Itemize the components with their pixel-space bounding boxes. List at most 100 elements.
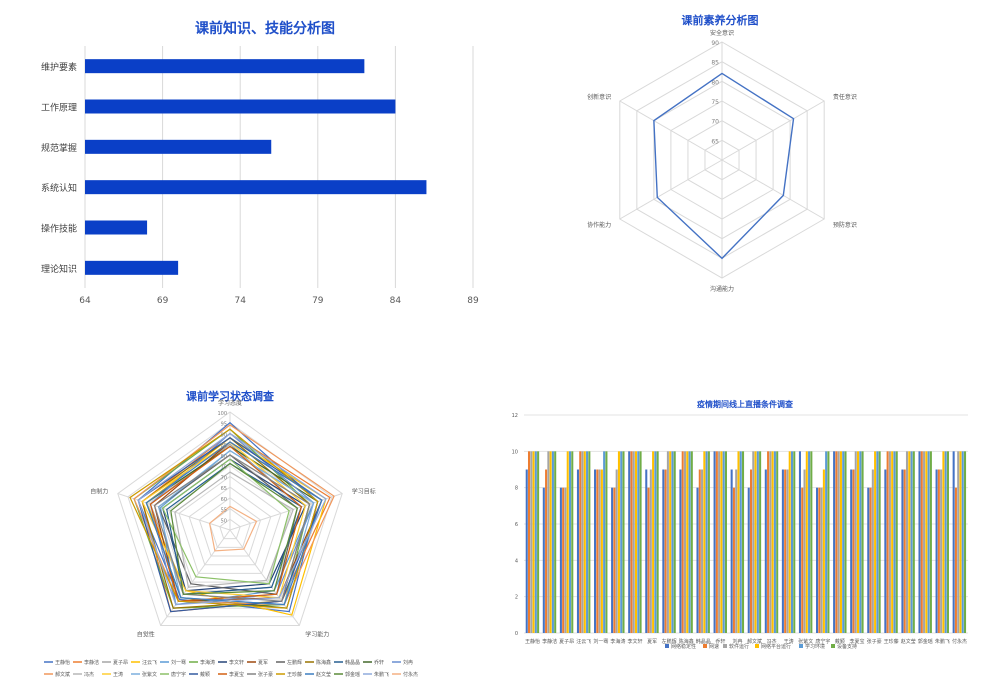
column-bar [790,451,794,633]
column-bar [686,451,689,633]
radial-tick-label: 65 [711,138,719,145]
column-bar [876,451,879,633]
category-label: 唐宁宇 [815,638,830,645]
column-bar [579,451,582,633]
y-tick-label: 6 [515,522,518,528]
column-bar [525,469,528,633]
column-bar [671,451,674,633]
column-bar [696,487,699,633]
column-bar [756,451,759,633]
column-bar [786,469,789,633]
category-label: 李海涛 [610,638,625,645]
column-bar [732,487,735,633]
radial-tick-label: 80 [221,454,227,460]
column-bar [771,451,774,633]
column-bar [737,451,740,633]
legend-swatch [831,644,835,648]
radial-tick-label: 100 [217,411,227,417]
series-line [153,454,311,602]
column-bar [886,451,889,633]
y-tick-label: 8 [515,486,518,492]
column-bar [940,469,943,633]
legend-label: 李静洁 [84,659,99,666]
y-tick-label: 2 [515,595,518,601]
column-bar [793,451,796,633]
radial-tick-label: 85 [711,60,719,67]
column-bar [615,469,618,633]
radial-tick-label: 95 [221,422,227,428]
column-bar [654,451,657,633]
column-bar [701,469,704,633]
column-bar [551,451,554,633]
legend-label: 张紫文 [142,671,157,678]
category-label: 维护要素 [41,61,77,73]
column-bar [613,487,616,633]
radial-tick-label: 50 [221,518,227,524]
legend-label: 刘冉 [403,659,413,666]
column-bar [564,487,567,633]
column-bar [720,451,723,633]
column-bar [912,451,915,633]
category-label: 冯杰 [767,638,777,645]
legend-label: 朱鹏飞 [374,671,389,678]
column-bar [698,469,701,633]
legend-label: 郝文斌 [55,671,70,678]
column-bar [776,451,779,633]
column-bar [645,469,648,633]
radar-gridline [198,497,262,557]
column-bar [903,469,906,633]
legend-label: 刘一骞 [171,659,186,666]
column-bar [788,451,791,633]
column-bar [649,469,652,633]
column-bar [530,451,533,633]
column-bar [961,451,964,633]
bar [85,260,179,275]
column-bar [652,451,655,633]
axis-label: 预防意识 [833,221,857,229]
column-bar [576,469,579,633]
legend-label: 网络稳定性 [671,643,696,650]
axis-label: 学习目标 [352,487,376,495]
column-bar [739,451,742,633]
radar-gridline [127,422,333,618]
legend-label: 夏子昂 [113,659,128,666]
radar-spoke [160,529,231,626]
column-bar [942,451,945,633]
x-tick-label: 84 [390,296,402,306]
category-label: 朱鹏飞 [935,638,950,645]
category-label: 王涛 [784,638,794,645]
column-bar [952,451,955,633]
radial-tick-label: 55 [221,508,227,514]
column-bar [656,451,659,633]
y-tick-label: 4 [515,558,518,564]
category-label: 郝文斌 [747,638,762,645]
column-bar [937,469,940,633]
legend-label: 左鹏辉 [287,659,302,666]
chart1-title: 课前知识、技能分析图 [195,20,335,37]
column-bar [722,451,725,633]
legend-label: 王珍藤 [287,671,302,678]
column-bar [688,451,691,633]
online-conditions-column-chart: 疫情期间线上直播条件调查 0 2 4 6 8 10 12 王静怡 李静洁 夏子昂 汪云飞 刘一骞 李海… [512,399,968,650]
column-bar [754,451,757,633]
legend-label: 软件运行 [729,643,749,650]
column-bar [690,451,693,633]
column-bar [683,451,687,633]
column-bar [666,451,669,633]
column-bar [929,451,932,633]
category-label: 规范掌握 [41,142,77,154]
series-line [166,462,303,595]
column-bar [895,451,898,633]
radial-tick-label: 65 [221,486,227,492]
category-label: 付永杰 [952,638,967,645]
category-label: 李文轩 [627,638,642,645]
legend-label: 陈海鑫 [316,659,331,666]
category-label: 戴颖 [835,638,845,645]
column-bar [954,487,957,633]
legend-label: 汪云飞 [142,659,157,666]
category-label: 郭金瑶 [918,638,933,645]
radar-gridline [117,411,343,626]
column-bar [891,451,894,633]
column-bar [874,451,877,633]
